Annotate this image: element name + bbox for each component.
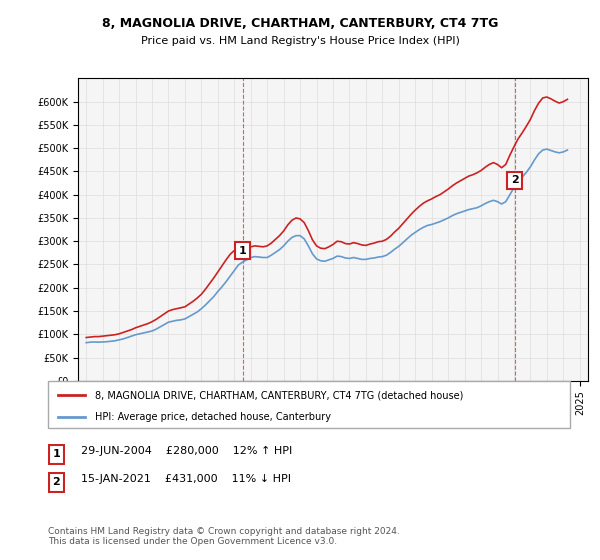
- Text: 15-JAN-2021    £431,000    11% ↓ HPI: 15-JAN-2021 £431,000 11% ↓ HPI: [81, 474, 291, 484]
- Text: 2: 2: [53, 477, 60, 487]
- FancyBboxPatch shape: [49, 473, 64, 492]
- Text: 2: 2: [511, 175, 518, 185]
- Text: 8, MAGNOLIA DRIVE, CHARTHAM, CANTERBURY, CT4 7TG: 8, MAGNOLIA DRIVE, CHARTHAM, CANTERBURY,…: [102, 17, 498, 30]
- Text: 8, MAGNOLIA DRIVE, CHARTHAM, CANTERBURY, CT4 7TG (detached house): 8, MAGNOLIA DRIVE, CHARTHAM, CANTERBURY,…: [95, 390, 463, 400]
- Text: Price paid vs. HM Land Registry's House Price Index (HPI): Price paid vs. HM Land Registry's House …: [140, 36, 460, 46]
- FancyBboxPatch shape: [49, 445, 64, 464]
- Text: 1: 1: [53, 449, 60, 459]
- Text: 1: 1: [239, 245, 247, 255]
- FancyBboxPatch shape: [48, 381, 570, 428]
- Text: HPI: Average price, detached house, Canterbury: HPI: Average price, detached house, Cant…: [95, 412, 331, 422]
- Text: 29-JUN-2004    £280,000    12% ↑ HPI: 29-JUN-2004 £280,000 12% ↑ HPI: [81, 446, 292, 456]
- Text: Contains HM Land Registry data © Crown copyright and database right 2024.
This d: Contains HM Land Registry data © Crown c…: [48, 526, 400, 546]
